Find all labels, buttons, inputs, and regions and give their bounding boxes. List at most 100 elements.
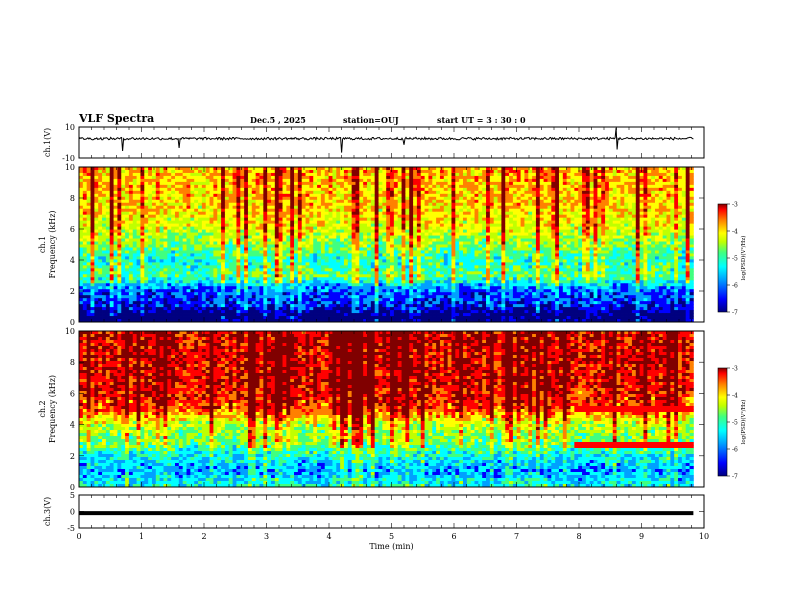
spectrogram-cell xyxy=(551,194,555,197)
spectrogram-cell xyxy=(325,179,329,182)
spectrogram-cell xyxy=(417,170,421,173)
spectrogram-cell xyxy=(605,191,609,194)
spectrogram-cell xyxy=(382,194,386,197)
spectrogram-cell xyxy=(121,191,125,194)
spectrogram-cell xyxy=(436,182,440,185)
spectrogram-cell xyxy=(294,197,298,200)
spectrogram-cell xyxy=(325,194,329,197)
spectrogram-cell xyxy=(302,191,306,194)
spectrogram-cell xyxy=(167,185,171,188)
spectrogram-cell xyxy=(390,191,394,194)
spectrogram-cell xyxy=(586,170,590,173)
spectrogram-cell xyxy=(248,191,252,194)
spectrogram-cell xyxy=(540,191,544,194)
spectrogram-cell xyxy=(590,191,594,194)
spectrogram-cell xyxy=(467,185,471,188)
spectrogram-cell xyxy=(521,185,525,188)
spectrogram-cell xyxy=(167,176,171,179)
spectrogram-cell xyxy=(256,191,260,194)
spectrogram-cell xyxy=(555,173,559,176)
spectrogram-cell xyxy=(455,200,459,203)
spectrogram-cell xyxy=(236,203,240,206)
spectrogram-cell xyxy=(271,188,275,191)
spectrogram-cell xyxy=(425,173,429,176)
spectrogram-cell xyxy=(521,176,525,179)
spectrogram-cell xyxy=(325,191,329,194)
spectrogram-cell xyxy=(667,194,671,197)
spectrogram-cell xyxy=(421,197,425,200)
spectrogram-cell xyxy=(571,194,575,197)
spectrogram-cell xyxy=(294,173,298,176)
spectrogram-cell xyxy=(290,176,294,179)
spectrogram-cell xyxy=(321,182,325,185)
spectrogram-cell xyxy=(94,185,98,188)
spectrogram-cell xyxy=(624,167,628,170)
spectrogram-cell xyxy=(117,200,121,203)
spectrogram-cell xyxy=(682,185,686,188)
spectrogram-cell xyxy=(655,200,659,203)
spectrogram-cell xyxy=(475,182,479,185)
spectrogram-cell xyxy=(471,191,475,194)
spectrogram-cell xyxy=(386,188,390,191)
spectrogram-cell xyxy=(428,182,432,185)
spectrogram-cell xyxy=(667,173,671,176)
spectrogram-cell xyxy=(325,182,329,185)
spectrogram-cell xyxy=(98,173,102,176)
spectrogram-cell xyxy=(613,182,617,185)
spectrogram-cell xyxy=(379,173,383,176)
spectrogram-cell xyxy=(544,191,548,194)
spectrogram-cell xyxy=(198,182,202,185)
spectrogram-cell xyxy=(459,203,463,206)
spectrogram-cell xyxy=(448,200,452,203)
spectrogram-cell xyxy=(405,176,409,179)
spectrogram-cell xyxy=(459,197,463,200)
spectrogram-cell xyxy=(690,188,694,191)
spectrogram-cell xyxy=(601,194,605,197)
spectrogram-cell xyxy=(563,191,567,194)
spectrogram-cell xyxy=(636,173,640,176)
spectrogram-cell xyxy=(183,179,187,182)
spectrogram-cell xyxy=(348,179,352,182)
spectrogram-cell xyxy=(87,194,91,197)
spectrogram-cell xyxy=(547,191,551,194)
spectrogram-cell xyxy=(183,182,187,185)
spectrogram-cell xyxy=(183,167,187,170)
spectrogram-cell xyxy=(221,182,225,185)
spectrogram-cell xyxy=(402,185,406,188)
spectrogram-cell xyxy=(501,173,505,176)
spectrogram-cell xyxy=(551,185,555,188)
spectrogram-cell xyxy=(233,200,237,203)
spectrogram-cell xyxy=(256,194,260,197)
spectrogram-cell xyxy=(597,173,601,176)
spectrogram-cell xyxy=(133,188,137,191)
spectrogram-cell xyxy=(117,173,121,176)
spectrogram-cell xyxy=(332,197,336,200)
spectrogram-cell xyxy=(117,185,121,188)
spectrogram-cell xyxy=(486,167,490,170)
spectrogram-cell xyxy=(233,173,237,176)
spectrogram-cell xyxy=(144,191,148,194)
spectrogram-cell xyxy=(475,188,479,191)
spectrogram-cell xyxy=(125,188,129,191)
spectrogram-cell xyxy=(267,179,271,182)
spectrogram-cell xyxy=(87,200,91,203)
spectrogram-cell xyxy=(613,173,617,176)
spectrogram-cell xyxy=(551,191,555,194)
spectrogram-cell xyxy=(421,167,425,170)
spectrogram-cell xyxy=(613,179,617,182)
spectrogram-cell xyxy=(309,200,313,203)
spectrogram-cell xyxy=(640,200,644,203)
spectrogram-cell xyxy=(617,170,621,173)
spectrogram-cell xyxy=(682,167,686,170)
spectrogram-cell xyxy=(156,176,160,179)
spectrogram-cell xyxy=(121,200,125,203)
spectrogram-cell xyxy=(394,185,398,188)
spectrogram-cell xyxy=(478,170,482,173)
spectrogram-cell xyxy=(536,185,540,188)
spectrogram-cell xyxy=(375,179,379,182)
spectrogram-cell xyxy=(686,170,690,173)
spectrogram-cell xyxy=(183,200,187,203)
spectrogram-cell xyxy=(87,182,91,185)
spectrogram-cell xyxy=(448,194,452,197)
spectrogram-cell xyxy=(409,179,413,182)
